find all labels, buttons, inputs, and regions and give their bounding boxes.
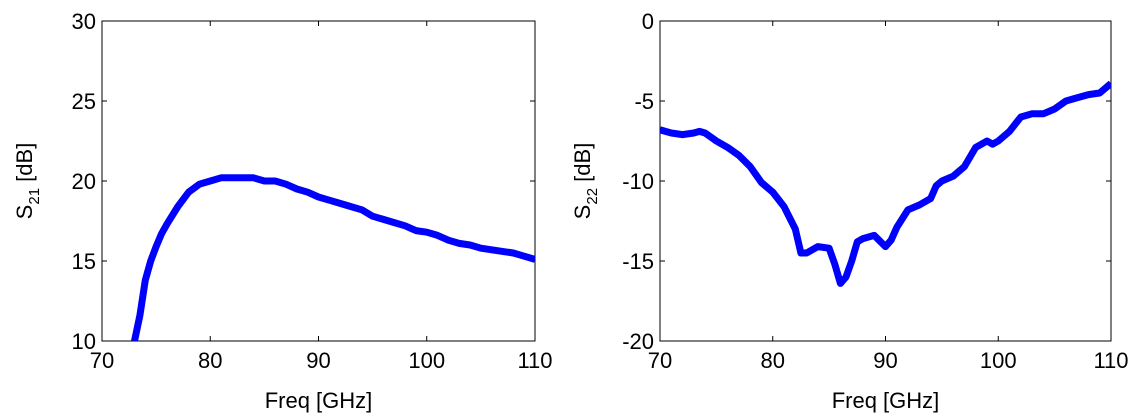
y-tick-label: -5 xyxy=(634,89,654,114)
y-tick-label: 10 xyxy=(72,329,96,354)
y-axis-label: S21 [dB] xyxy=(12,143,43,220)
y-tick-label: 20 xyxy=(72,169,96,194)
x-axis-label: Freq [GHz] xyxy=(832,388,940,413)
y-axis-label-subscript: 22 xyxy=(584,188,601,205)
x-axis-label: Freq [GHz] xyxy=(265,388,373,413)
x-tick-label: 70 xyxy=(648,348,672,373)
plot-area xyxy=(659,20,1112,342)
y-tick-label: 0 xyxy=(642,9,654,34)
y-axis-label-unit: [dB] xyxy=(12,143,37,188)
x-tick-label: 80 xyxy=(761,348,785,373)
x-tick-label: 110 xyxy=(1093,348,1128,373)
chart-s21: 70 80 90 100 110 10 15 20 25 30 Freq [GHz] S21 [dB] xyxy=(12,9,553,413)
y-axis-label-base: S xyxy=(12,205,37,220)
chart-s22: 70 80 90 100 110 -20 -15 -10 -5 0 Freq [GHz] S22 [d… xyxy=(570,9,1129,413)
x-tick-label: 90 xyxy=(306,348,330,373)
y-tick-label: 30 xyxy=(72,9,96,34)
y-tick-label: -20 xyxy=(622,329,654,354)
x-tick-label: 100 xyxy=(408,348,445,373)
y-axis-label-unit: [dB] xyxy=(570,143,595,188)
series-line xyxy=(131,174,535,341)
y-axis-label: S22 [dB] xyxy=(570,143,601,220)
y-tick-label: 15 xyxy=(72,249,96,274)
y-tick-label: 25 xyxy=(72,89,96,114)
x-tick-label: 80 xyxy=(198,348,222,373)
y-axis-label-subscript: 21 xyxy=(26,188,43,205)
y-tick-label: -15 xyxy=(622,249,654,274)
x-tick-label: 70 xyxy=(90,348,114,373)
x-tick-label: 110 xyxy=(517,348,552,373)
y-tick-label: -10 xyxy=(622,169,654,194)
x-tick-label: 100 xyxy=(980,348,1017,373)
series-line xyxy=(660,80,1111,287)
y-axis-label-base: S xyxy=(570,205,595,220)
plot-area xyxy=(101,20,536,342)
x-tick-label: 90 xyxy=(873,348,897,373)
